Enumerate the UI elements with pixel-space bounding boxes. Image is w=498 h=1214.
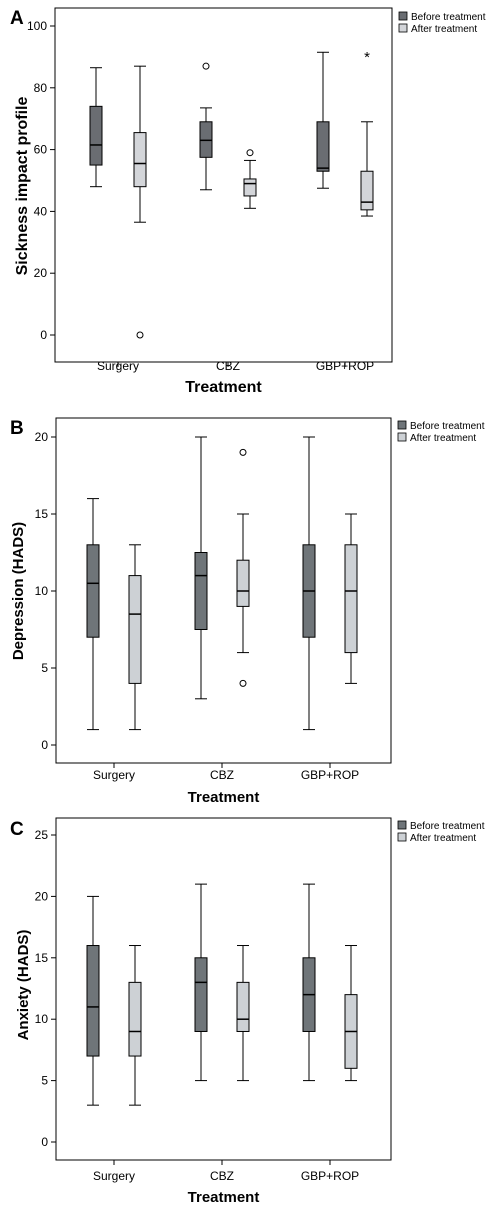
legend-swatch [398, 11, 408, 21]
box-iqr [86, 544, 100, 638]
y-tick-label: 15 [35, 507, 49, 521]
box-iqr [133, 132, 147, 188]
y-tick-label: 0 [41, 738, 48, 752]
y-axis-title: Sickness impact profile [14, 97, 31, 276]
box-before-treatment-cbz [194, 436, 208, 700]
box-after-treatment-surgery [128, 945, 142, 1106]
box-before-treatment-gbp-rop [302, 436, 316, 731]
y-tick-label: 40 [34, 204, 48, 218]
plot-frame [55, 817, 392, 1161]
legend-label: After treatment [410, 833, 476, 844]
box-after-treatment-cbz [236, 448, 250, 687]
box-iqr [236, 981, 250, 1032]
x-tick-label: Surgery [97, 359, 139, 373]
box-iqr [128, 575, 142, 684]
x-tick-label: CBZ [210, 1169, 234, 1183]
box-iqr [199, 121, 213, 158]
box-iqr [316, 121, 330, 172]
box-after-treatment-cbz [243, 149, 257, 209]
box-before-treatment-cbz [199, 62, 213, 191]
outlier-point [202, 62, 210, 70]
y-tick-label: 0 [40, 328, 47, 342]
legend-label: After treatment [410, 433, 476, 444]
x-tick-label: Surgery [93, 768, 135, 782]
box-before-treatment-surgery [86, 498, 100, 731]
chart-panel-c: C 0 5 10 15 20 25 Surgery CBZ GBP+ROP Anxiety (HAD… [10, 817, 485, 1206]
box-iqr [194, 957, 208, 1032]
y-tick-label: 60 [34, 143, 48, 157]
y-tick-label: 5 [41, 1074, 48, 1088]
chart-panel-b: B 0 5 10 15 20 Surgery CBZ GBP+ROP Depression (HA… [10, 417, 485, 806]
box-iqr [360, 170, 374, 211]
panel-letter: B [10, 418, 24, 439]
outlier-point [239, 448, 247, 456]
y-axis-title: Anxiety (HADS) [15, 930, 32, 1041]
x-tick-label: GBP+ROP [301, 1169, 359, 1183]
box-before-treatment-cbz [194, 883, 208, 1082]
legend-label: After treatment [411, 24, 477, 35]
x-axis-title: Treatment [185, 379, 262, 396]
x-tick-label: CBZ [210, 768, 234, 782]
box-after-treatment-surgery [133, 65, 147, 339]
y-axis-title: Depression (HADS) [10, 522, 27, 660]
box-iqr [128, 981, 142, 1057]
plot-frame [54, 7, 393, 363]
box-iqr [86, 945, 100, 1057]
x-axis-title: Treatment [188, 789, 260, 806]
outlier-point [246, 149, 254, 157]
box-before-treatment-gbp-rop [316, 51, 330, 189]
y-tick-label: 25 [35, 828, 49, 842]
legend-swatch [397, 820, 407, 830]
y-tick-label: 20 [35, 430, 49, 444]
x-tick-label: GBP+ROP [301, 768, 359, 782]
box-after-treatment-gbp-rop [344, 945, 358, 1082]
y-tick-label: 100 [27, 19, 47, 33]
box-iqr [89, 105, 103, 166]
y-tick-label: 80 [34, 81, 48, 95]
y-tick-label: 15 [35, 951, 49, 965]
legend-swatch [397, 832, 407, 842]
box-iqr [344, 544, 358, 654]
y-tick-label: 5 [41, 661, 48, 675]
y-tick-label: 20 [34, 266, 48, 280]
legend-swatch [397, 432, 407, 442]
box-before-treatment-surgery [86, 895, 100, 1106]
y-tick-label: 20 [35, 889, 49, 903]
panel-letter: C [10, 819, 24, 840]
y-tick-label: 10 [35, 584, 49, 598]
box-iqr [243, 178, 257, 197]
box-iqr [194, 552, 208, 630]
x-tick-label: CBZ [216, 359, 240, 373]
y-tick-label: 10 [35, 1012, 49, 1026]
box-before-treatment-surgery [89, 67, 103, 188]
extreme-outlier-point: * [364, 49, 370, 66]
legend-swatch [397, 420, 407, 430]
outlier-point [239, 679, 247, 687]
x-axis-title: Treatment [188, 1189, 260, 1206]
legend-label: Before treatment [411, 12, 486, 23]
plot-frame [55, 417, 392, 764]
box-after-treatment-cbz [236, 945, 250, 1082]
y-tick-label: 0 [41, 1135, 48, 1149]
outlier-point [136, 331, 144, 339]
box-after-treatment-gbp-rop [344, 513, 358, 684]
x-tick-label: Surgery [93, 1169, 135, 1183]
box-iqr [236, 559, 250, 607]
panel-letter: A [10, 8, 24, 29]
chart-panel-a: A 0 20 40 60 80 100 Surgery CBZ GBP+ROP Sickness i… [10, 7, 486, 396]
legend-label: Before treatment [410, 421, 485, 432]
box-after-treatment-surgery [128, 544, 142, 731]
x-tick-label: GBP+ROP [316, 359, 374, 373]
legend-label: Before treatment [410, 821, 485, 832]
box-before-treatment-gbp-rop [302, 883, 316, 1082]
legend-swatch [398, 23, 408, 33]
box-after-treatment-gbp-rop: * [360, 49, 374, 217]
